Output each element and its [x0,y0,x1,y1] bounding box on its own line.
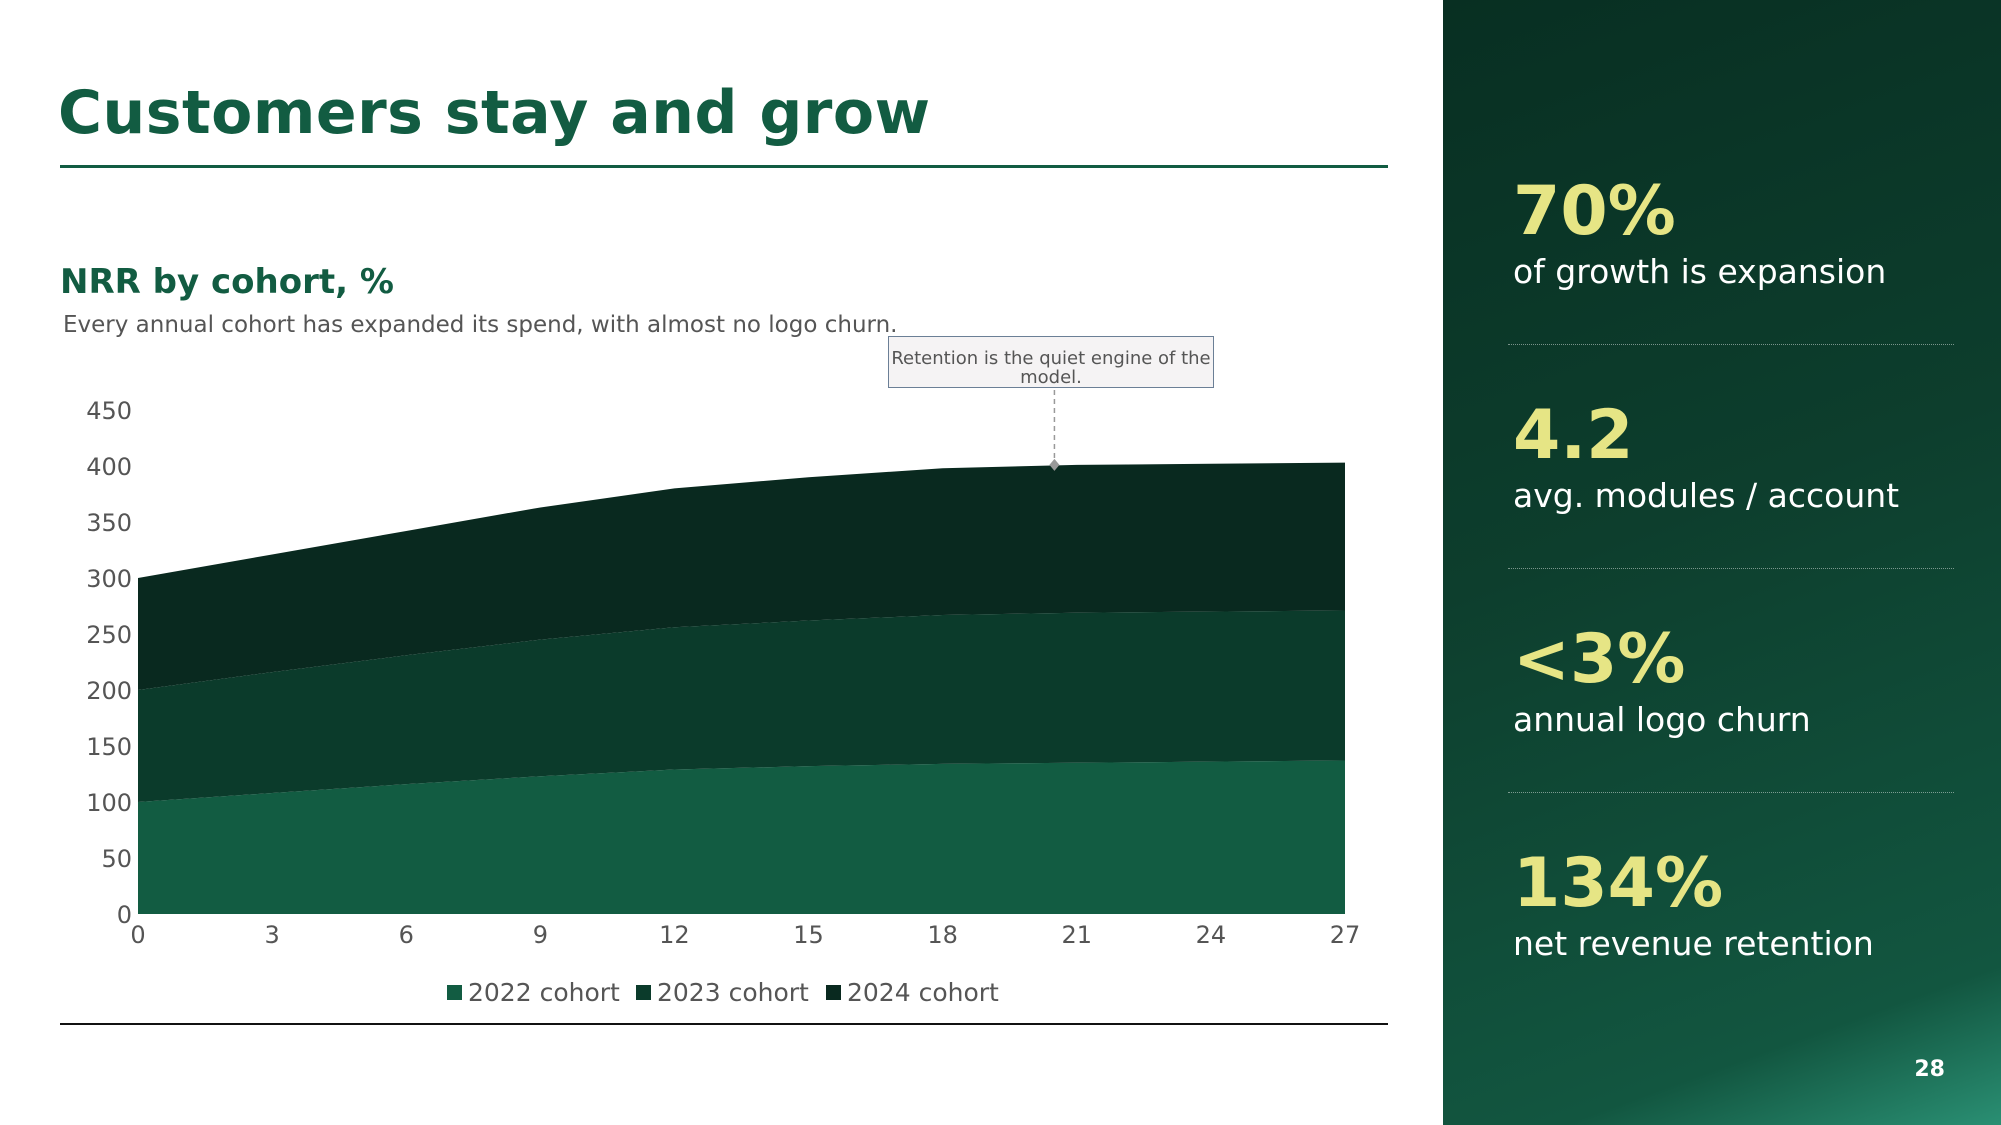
y-tick-label: 400 [86,453,132,481]
y-axis-ticks: 0 50 100 150 200 250 300 350 400 450 [86,397,132,929]
chart-callout: Retention is the quiet engine of the mod… [888,336,1214,388]
x-tick-label: 24 [1196,921,1227,949]
kpi-modules-per-account: 4.2 avg. modules / account [1513,400,1973,516]
chart-title: NRR by cohort, % [60,262,394,302]
area-series-3 [138,462,1345,690]
chart-legend: 2022 cohort 2023 cohort 2024 cohort [447,978,999,1007]
annotation-marker [1049,458,1060,471]
kpi-divider [1508,344,1954,345]
kpi-label: of growth is expansion [1513,252,1887,291]
kpi-panel: 70% of growth is expansion 4.2 avg. modu… [1443,0,2001,1125]
kpi-logo-churn: <3% annual logo churn [1513,624,1973,740]
x-tick-label: 12 [659,921,690,949]
title-divider [60,165,1388,168]
kpi-divider [1508,792,1954,793]
page-number: 28 [1914,1057,1945,1082]
x-tick-label: 3 [264,921,279,949]
kpi-value: <3% [1513,620,1686,699]
legend-label: 2024 cohort [847,978,999,1007]
legend-label: 2022 cohort [468,978,620,1007]
y-tick-label: 200 [86,677,132,705]
chart-subtitle: Every annual cohort has expanded its spe… [63,312,898,338]
area-series-1 [138,760,1345,914]
legend-label: 2023 cohort [657,978,809,1007]
kpi-value: 70% [1513,172,1676,251]
y-tick-label: 350 [86,509,132,537]
chart-areas [138,462,1345,914]
y-tick-label: 450 [86,397,132,425]
x-tick-label: 6 [399,921,414,949]
x-tick-label: 27 [1330,921,1361,949]
legend-swatch [636,985,651,1000]
kpi-value: 4.2 [1513,396,1634,475]
kpi-label: avg. modules / account [1513,476,1900,515]
nrr-area-chart: 0 50 100 150 200 250 300 350 400 450 0 3 6 9 12 15 18 21… [86,390,1360,1007]
kpi-label: net revenue retention [1513,924,1874,963]
y-tick-label: 100 [86,789,132,817]
y-tick-label: 150 [86,733,132,761]
x-tick-label: 18 [927,921,958,949]
kpi-growth-expansion: 70% of growth is expansion [1513,176,1973,292]
x-tick-label: 0 [130,921,145,949]
y-tick-label: 0 [117,901,132,929]
x-tick-label: 15 [793,921,824,949]
kpi-value: 134% [1513,844,1724,923]
kpi-label: annual logo churn [1513,700,1811,739]
chart-annotation-marker [1049,390,1060,471]
y-tick-label: 300 [86,565,132,593]
x-tick-label: 21 [1062,921,1093,949]
kpi-divider [1508,568,1954,569]
legend-swatch [447,985,462,1000]
kpi-net-revenue-retention: 134% net revenue retention [1513,848,1973,964]
bottom-divider [60,1023,1388,1025]
legend-swatch [826,985,841,1000]
x-tick-label: 9 [533,921,548,949]
y-tick-label: 250 [86,621,132,649]
x-axis-ticks: 0 3 6 9 12 15 18 21 24 27 [130,921,1360,949]
slide-title: Customers stay and grow [58,78,931,148]
y-tick-label: 50 [101,845,132,873]
area-series-2 [138,610,1345,802]
